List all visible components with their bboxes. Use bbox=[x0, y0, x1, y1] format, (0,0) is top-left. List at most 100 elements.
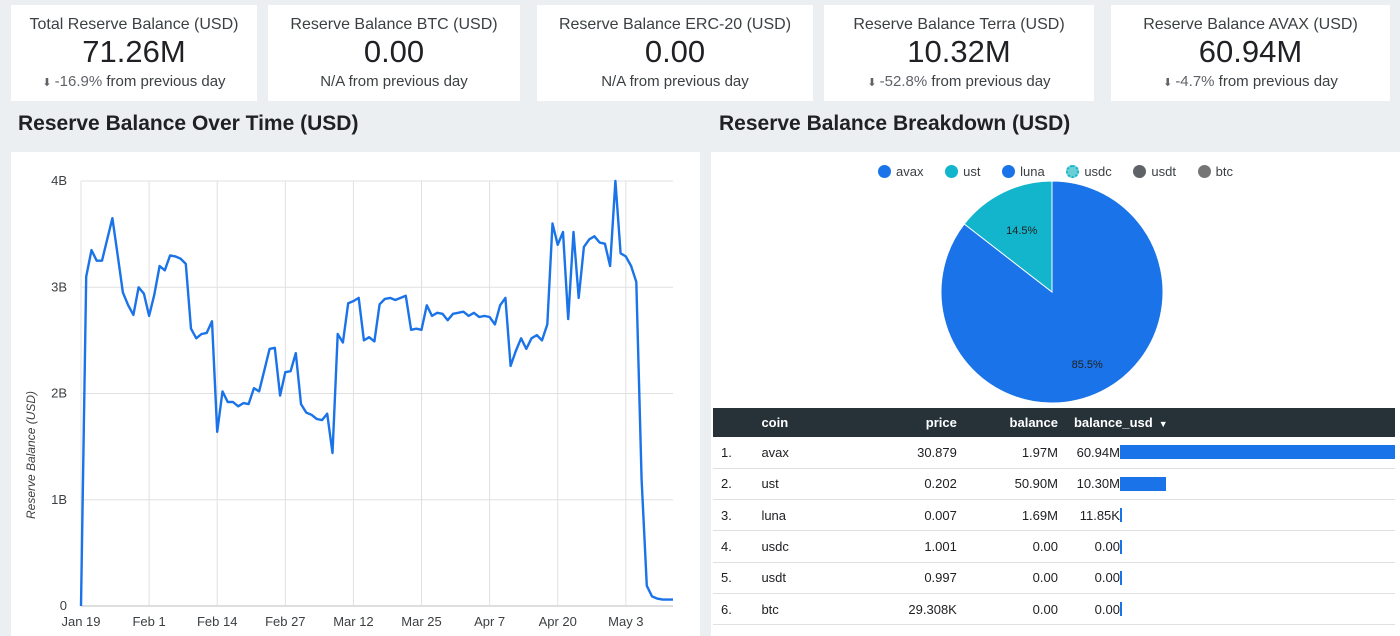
table-header-row: coin price balance balance_usd ▼ bbox=[713, 408, 1395, 437]
column-header-coin[interactable]: coin bbox=[755, 408, 848, 437]
cell-balance-usd: 0.00 bbox=[1063, 530, 1395, 563]
table-row[interactable]: 2. ust 0.202 50.90M 10.30M bbox=[713, 468, 1395, 501]
cell-balance: 0.00 bbox=[962, 562, 1064, 594]
balance-usd-value: 0.00 bbox=[1094, 570, 1120, 586]
pie-slice-label: 14.5% bbox=[1006, 225, 1037, 237]
x-tick-label: Jan 19 bbox=[61, 614, 100, 629]
kpi-value: 10.32M bbox=[907, 34, 1011, 69]
kpi-reserve-erc20: Reserve Balance ERC-20 (USD) 0.00 N/A fr… bbox=[537, 5, 813, 101]
kpi-total-reserve: Total Reserve Balance (USD) 71.26M ⬇ -16.… bbox=[11, 5, 257, 101]
row-index: 3. bbox=[713, 499, 756, 532]
table-row[interactable]: 1. avax 30.879 1.97M 60.94M bbox=[713, 437, 1395, 469]
legend-item-btc[interactable]: btc bbox=[1197, 164, 1233, 179]
balance-usd-value: 0.00 bbox=[1094, 539, 1120, 555]
column-header-index bbox=[713, 408, 756, 437]
x-tick-label: May 3 bbox=[608, 614, 643, 629]
row-index: 2. bbox=[713, 468, 756, 501]
kpi-delta: N/A from previous day bbox=[268, 73, 520, 90]
x-tick-label: Apr 7 bbox=[474, 614, 505, 629]
balance-usd-bar bbox=[1119, 508, 1122, 523]
column-header-balance-usd[interactable]: balance_usd ▼ bbox=[1063, 408, 1395, 437]
balance-usd-value: 10.30M bbox=[1076, 476, 1120, 492]
y-tick-label: 4B bbox=[51, 173, 67, 188]
cell-price: 1.001 bbox=[847, 530, 963, 563]
cell-coin: btc bbox=[755, 593, 848, 626]
kpi-title: Reserve Balance AVAX (USD) bbox=[1143, 16, 1358, 33]
balance-usd-bar bbox=[1119, 445, 1395, 460]
sort-desc-icon[interactable]: ▼ bbox=[1158, 419, 1168, 429]
legend-dot bbox=[1133, 165, 1147, 178]
kpi-delta-suffix: from previous day bbox=[348, 73, 468, 90]
balance-usd-value: 60.94M bbox=[1076, 444, 1120, 460]
breakdown-table: coin price balance balance_usd ▼ 1. avax 30… bbox=[713, 408, 1395, 626]
pie-legend: avax ust luna usdc usdt btc bbox=[711, 164, 1400, 179]
balance-usd-value: 0.00 bbox=[1094, 601, 1120, 617]
y-tick-label: 3B bbox=[51, 279, 67, 294]
legend-item-usdt[interactable]: usdt bbox=[1133, 164, 1176, 179]
cell-coin: avax bbox=[755, 437, 848, 469]
legend-label: luna bbox=[1020, 164, 1045, 179]
kpi-delta-value: N/A bbox=[601, 73, 626, 90]
legend-dot bbox=[945, 165, 959, 178]
cell-coin: luna bbox=[755, 499, 848, 532]
kpi-delta-value: -4.7% bbox=[1175, 73, 1215, 90]
kpi-delta-suffix: from previous day bbox=[629, 73, 749, 90]
column-header-price[interactable]: price bbox=[847, 408, 963, 437]
x-tick-label: Feb 14 bbox=[197, 614, 237, 629]
legend-label: usdc bbox=[1084, 164, 1112, 179]
kpi-delta-value: -52.8% bbox=[879, 73, 928, 90]
table-row[interactable]: 3. luna 0.007 1.69M 11.85K bbox=[713, 499, 1395, 532]
x-tick-label: Mar 25 bbox=[401, 614, 441, 629]
cell-balance-usd: 0.00 bbox=[1063, 593, 1395, 626]
y-tick-label: 1B bbox=[51, 492, 67, 507]
cell-balance: 0.00 bbox=[962, 593, 1064, 626]
line-chart: 0 1B 2B 3B 4B Jan 19 Feb 1 Feb 14 Feb 27 Mar 12 M… bbox=[24, 173, 673, 629]
legend-item-luna[interactable]: luna bbox=[1002, 164, 1045, 179]
balance-usd-bar bbox=[1119, 602, 1122, 617]
kpi-delta-suffix: from previous day bbox=[1218, 73, 1338, 90]
table-row[interactable]: 4. usdc 1.001 0.00 0.00 bbox=[713, 530, 1395, 563]
legend-label: avax bbox=[896, 164, 924, 179]
pie-slice-ust[interactable] bbox=[963, 180, 1053, 294]
kpi-title: Total Reserve Balance (USD) bbox=[29, 16, 239, 33]
cell-balance: 1.69M bbox=[962, 499, 1064, 532]
cell-price: 29.308K bbox=[847, 593, 963, 626]
kpi-value: 0.00 bbox=[644, 34, 706, 69]
legend-item-avax[interactable]: avax bbox=[878, 164, 924, 179]
kpi-reserve-terra: Reserve Balance Terra (USD) 10.32M ⬇ -52.… bbox=[824, 5, 1094, 101]
kpi-delta: ⬇ -4.7% from previous day bbox=[1111, 73, 1390, 90]
kpi-delta-value: N/A bbox=[320, 73, 345, 90]
series-line bbox=[79, 179, 673, 607]
cell-coin: ust bbox=[755, 468, 848, 501]
balance-usd-value: 11.85K bbox=[1079, 507, 1120, 523]
table-row[interactable]: 5. usdt 0.997 0.00 0.00 bbox=[713, 562, 1395, 594]
balance-usd-bar bbox=[1119, 570, 1122, 585]
pie-chart: 85.5% 14.5% bbox=[940, 180, 1164, 404]
kpi-reserve-avax: Reserve Balance AVAX (USD) 60.94M ⬇ -4.7%… bbox=[1111, 5, 1390, 101]
legend-dot bbox=[1066, 165, 1080, 178]
row-index: 4. bbox=[713, 530, 756, 563]
cell-price: 30.879 bbox=[847, 437, 963, 469]
row-index: 6. bbox=[713, 593, 756, 626]
legend-dot bbox=[878, 165, 892, 178]
pie-slice-label: 85.5% bbox=[1072, 359, 1103, 371]
cell-balance: 0.00 bbox=[962, 530, 1064, 563]
legend-label: usdt bbox=[1151, 164, 1176, 179]
y-axis-label: Reserve Balance (USD) bbox=[24, 391, 38, 519]
column-header-balance[interactable]: balance bbox=[962, 408, 1064, 437]
kpi-title: Reserve Balance Terra (USD) bbox=[853, 16, 1065, 33]
kpi-delta: N/A from previous day bbox=[537, 73, 813, 90]
x-tick-label: Feb 1 bbox=[132, 614, 165, 629]
legend-item-ust[interactable]: ust bbox=[945, 164, 980, 179]
legend-item-usdc[interactable]: usdc bbox=[1066, 164, 1112, 179]
legend-label: btc bbox=[1215, 164, 1233, 179]
section-title-breakdown: Reserve Balance Breakdown (USD) bbox=[719, 112, 1071, 135]
kpi-title: Reserve Balance BTC (USD) bbox=[290, 16, 498, 33]
balance-usd-bar bbox=[1119, 476, 1167, 491]
legend-label: ust bbox=[963, 164, 981, 179]
cell-coin: usdt bbox=[755, 562, 848, 594]
x-tick-label: Feb 27 bbox=[265, 614, 305, 629]
down-arrow-icon: ⬇ bbox=[42, 77, 52, 89]
table-row[interactable]: 6. btc 29.308K 0.00 0.00 bbox=[713, 593, 1395, 626]
cell-balance-usd: 0.00 bbox=[1063, 562, 1395, 594]
